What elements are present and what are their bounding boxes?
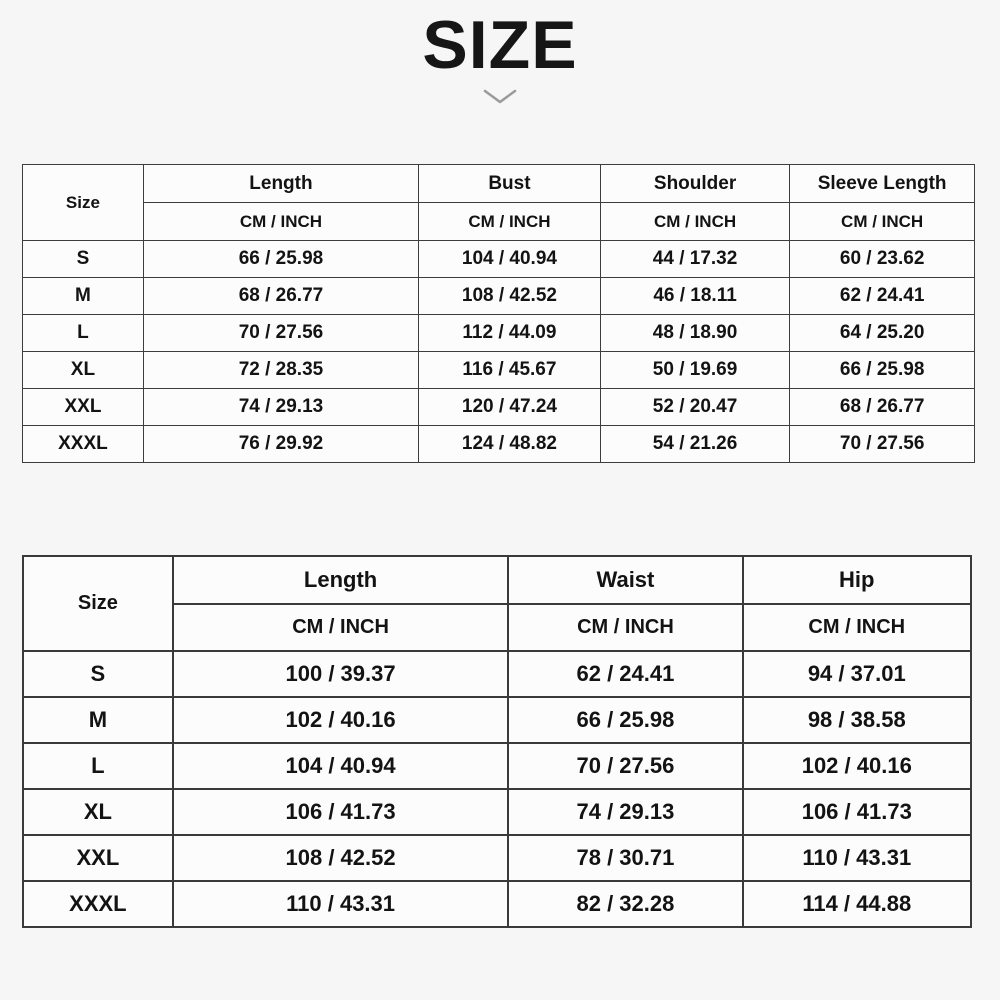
column-header-waist: Waist	[507, 555, 744, 605]
value-cell: 72 / 28.35	[142, 351, 420, 389]
column-header-hip: Hip	[741, 555, 973, 605]
value-cell: 120 / 47.24	[418, 388, 601, 426]
table-row: XXXL 76 / 29.92 124 / 48.82 54 / 21.26 7…	[22, 425, 975, 463]
column-header-bust: Bust	[418, 164, 601, 203]
size-cell: S	[22, 650, 174, 698]
value-cell: 66 / 25.98	[507, 696, 744, 744]
chevron-down-icon	[483, 89, 517, 104]
table-row: S 66 / 25.98 104 / 40.94 44 / 17.32 60 /…	[22, 240, 975, 278]
value-cell: 48 / 18.90	[599, 314, 791, 352]
column-header-length: Length	[171, 555, 510, 605]
table-header-row: Size Length Bust Shoulder Sleeve Length	[22, 164, 975, 241]
value-cell: 98 / 38.58	[741, 696, 973, 744]
value-cell: 74 / 29.13	[142, 388, 420, 426]
top-size-table: Size Length Bust Shoulder Sleeve Length …	[22, 164, 975, 463]
unit-header: CM / INCH	[171, 603, 510, 652]
unit-header: CM / INCH	[418, 202, 601, 241]
table-row: M 68 / 26.77 108 / 42.52 46 / 18.11 62 /…	[22, 277, 975, 315]
value-cell: 64 / 25.20	[789, 314, 975, 352]
bottom-size-table: Size Length Waist Hip CM / INCH CM / INC…	[22, 555, 973, 928]
unit-header: CM / INCH	[142, 202, 420, 241]
value-cell: 68 / 26.77	[789, 388, 975, 426]
table-row: XXL 74 / 29.13 120 / 47.24 52 / 20.47 68…	[22, 388, 975, 426]
unit-header-row: CM / INCH CM / INCH CM / INCH	[23, 603, 973, 652]
value-cell: 54 / 21.26	[599, 425, 791, 463]
value-cell: 106 / 41.73	[741, 788, 973, 836]
value-cell: 70 / 27.56	[789, 425, 975, 463]
value-cell: 50 / 19.69	[599, 351, 791, 389]
table-row: XL 106 / 41.73 74 / 29.13 106 / 41.73	[22, 788, 973, 836]
value-cell: 108 / 42.52	[418, 277, 601, 315]
table-row: L 104 / 40.94 70 / 27.56 102 / 40.16	[22, 742, 973, 790]
value-cell: 66 / 25.98	[789, 351, 975, 389]
unit-header: CM / INCH	[789, 202, 975, 241]
value-cell: 106 / 41.73	[171, 788, 510, 836]
value-cell: 52 / 20.47	[599, 388, 791, 426]
value-cell: 94 / 37.01	[741, 650, 973, 698]
size-cell: XXXL	[22, 425, 144, 463]
size-cell: XXL	[22, 388, 144, 426]
column-header-length: Length	[142, 164, 420, 203]
table-row: M 102 / 40.16 66 / 25.98 98 / 38.58	[22, 696, 973, 744]
size-cell: S	[22, 240, 144, 278]
value-cell: 100 / 39.37	[171, 650, 510, 698]
unit-header-row: CM / INCH CM / INCH CM / INCH CM / INCH	[23, 202, 975, 241]
table-header-row: Size Length Waist Hip	[22, 555, 973, 652]
column-header-shoulder: Shoulder	[599, 164, 791, 203]
value-cell: 102 / 40.16	[741, 742, 973, 790]
value-cell: 70 / 27.56	[142, 314, 420, 352]
unit-header: CM / INCH	[507, 603, 744, 652]
size-cell: XXL	[22, 834, 174, 882]
value-cell: 104 / 40.94	[418, 240, 601, 278]
size-cell: M	[22, 696, 174, 744]
unit-header: CM / INCH	[599, 202, 791, 241]
size-cell: L	[22, 742, 174, 790]
table-row: L 70 / 27.56 112 / 44.09 48 / 18.90 64 /…	[22, 314, 975, 352]
size-cell: XXXL	[22, 880, 174, 928]
value-cell: 110 / 43.31	[741, 834, 973, 882]
size-cell: XL	[22, 788, 174, 836]
value-cell: 62 / 24.41	[789, 277, 975, 315]
value-cell: 76 / 29.92	[142, 425, 420, 463]
value-cell: 110 / 43.31	[171, 880, 510, 928]
table-row: S 100 / 39.37 62 / 24.41 94 / 37.01	[22, 650, 973, 698]
value-cell: 62 / 24.41	[507, 650, 744, 698]
value-cell: 70 / 27.56	[507, 742, 744, 790]
value-cell: 108 / 42.52	[171, 834, 510, 882]
value-cell: 78 / 30.71	[507, 834, 744, 882]
table-row: XL 72 / 28.35 116 / 45.67 50 / 19.69 66 …	[22, 351, 975, 389]
size-column-header: Size	[22, 164, 144, 241]
size-cell: L	[22, 314, 144, 352]
table-row: XXL 108 / 42.52 78 / 30.71 110 / 43.31	[22, 834, 973, 882]
value-cell: 114 / 44.88	[741, 880, 973, 928]
value-cell: 46 / 18.11	[599, 277, 791, 315]
value-cell: 112 / 44.09	[418, 314, 601, 352]
column-header-sleeve-length: Sleeve Length	[789, 164, 975, 203]
value-cell: 82 / 32.28	[507, 880, 744, 928]
size-cell: XL	[22, 351, 144, 389]
page-title: SIZE	[422, 7, 578, 83]
value-cell: 66 / 25.98	[142, 240, 420, 278]
unit-header: CM / INCH	[741, 603, 973, 652]
value-cell: 68 / 26.77	[142, 277, 420, 315]
value-cell: 60 / 23.62	[789, 240, 975, 278]
value-cell: 124 / 48.82	[418, 425, 601, 463]
value-cell: 104 / 40.94	[171, 742, 510, 790]
size-cell: M	[22, 277, 144, 315]
value-cell: 102 / 40.16	[171, 696, 510, 744]
value-cell: 116 / 45.67	[418, 351, 601, 389]
size-column-header: Size	[22, 555, 174, 652]
value-cell: 74 / 29.13	[507, 788, 744, 836]
value-cell: 44 / 17.32	[599, 240, 791, 278]
table-row: XXXL 110 / 43.31 82 / 32.28 114 / 44.88	[22, 880, 973, 928]
